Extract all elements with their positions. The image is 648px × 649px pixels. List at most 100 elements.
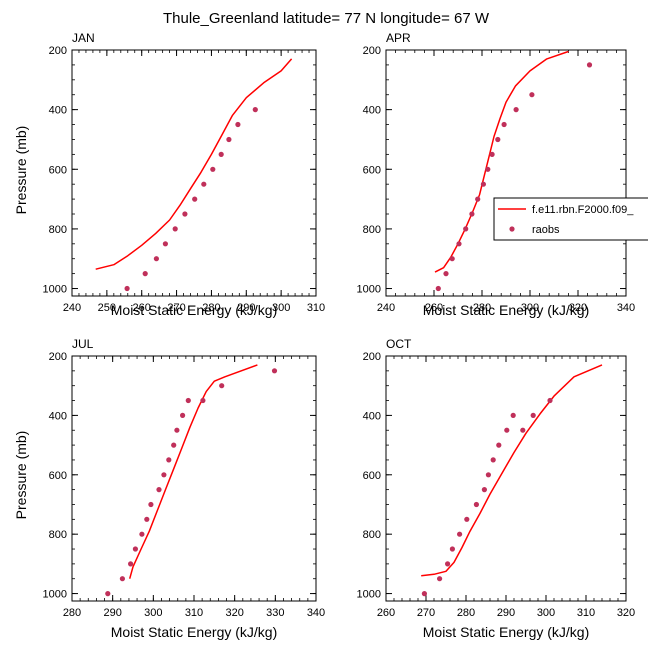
x-tick-label-jul: 310 (185, 607, 203, 619)
raobs-point-oct (530, 412, 536, 418)
legend: f.e11.rbn.F2000.f09_ raobs (493, 197, 648, 241)
legend-model-label: f.e11.rbn.F2000.f09_ (532, 204, 634, 216)
y-tick-label-oct: 400 (363, 410, 381, 422)
raobs-point-jul (148, 501, 154, 508)
y-tick-label-apr: 400 (363, 105, 381, 117)
x-axis-label-apr: Moist Static Energy (kJ/kg) (423, 302, 590, 318)
x-tick-label-apr: 300 (521, 302, 539, 314)
x-tick-label-oct: 300 (537, 607, 555, 619)
plot-frame-apr (385, 49, 627, 297)
legend-marker-swatch (509, 226, 515, 232)
panel-jan: JAN Moist Static Energy (kJ/kg) Pressure… (13, 31, 325, 318)
raobs-point-apr (456, 241, 462, 247)
raobs-point-jul (139, 531, 145, 537)
raobs-point-jan (172, 226, 178, 232)
x-tick-label-apr: 260 (425, 302, 443, 314)
panel-apr: APR Moist Static Energy (kJ/kg) 240 260 28… (357, 31, 636, 318)
raobs-point-jul (174, 427, 180, 433)
raobs-point-apr (495, 136, 501, 143)
raobs-point-apr (485, 166, 491, 172)
raobs-point-jul (185, 397, 191, 404)
x-tick-label-jul: 320 (225, 607, 243, 619)
panel-label-jul: JUL (72, 337, 94, 351)
raobs-point-jan (252, 107, 258, 113)
raobs-point-jan (162, 241, 168, 247)
raobs-point-jul (132, 546, 138, 552)
y-tick-label-apr: 600 (363, 164, 381, 176)
raobs-point-jan (182, 211, 188, 217)
raobs-point-apr (480, 181, 486, 187)
model-line-jul (128, 364, 258, 579)
x-tick-label-oct: 260 (377, 607, 395, 619)
x-tick-label-jul: 300 (144, 607, 162, 619)
raobs-point-oct (445, 561, 451, 567)
raobs-point-apr (469, 211, 475, 217)
raobs-point-jul (119, 576, 125, 582)
plot-frame-oct (385, 355, 627, 602)
panel-jul: JUL Moist Static Energy (kJ/kg) Pressure… (13, 337, 325, 640)
x-tick-label-jul: 340 (307, 607, 325, 619)
x-tick-label-apr: 320 (569, 302, 587, 314)
figure-title: Thule_Greenland latitude= 77 N longitude… (163, 10, 490, 27)
raobs-point-jan (153, 256, 159, 262)
x-tick-label-jul: 280 (63, 607, 81, 619)
raobs-point-oct (520, 427, 526, 433)
raobs-point-apr (449, 256, 455, 262)
raobs-point-jul (166, 457, 172, 463)
x-tick-label-jan: 280 (202, 302, 220, 314)
raobs-point-jan (142, 271, 148, 277)
model-line-jan (95, 58, 293, 270)
raobs-point-oct (473, 501, 479, 508)
x-tick-label-jan: 310 (307, 302, 325, 314)
x-axis-label-oct: Moist Static Energy (kJ/kg) (423, 624, 590, 640)
raobs-point-jul (200, 397, 206, 404)
raobs-point-oct (464, 516, 470, 522)
raobs-point-oct (421, 591, 427, 597)
y-axis-label-jan: Pressure (mb) (13, 126, 29, 215)
raobs-point-apr (513, 107, 519, 113)
x-tick-label-jan: 270 (167, 302, 185, 314)
y-tick-label-jan: 200 (49, 45, 67, 57)
raobs-point-oct (437, 576, 443, 582)
raobs-point-jul (219, 383, 225, 389)
raobs-point-jul (128, 561, 134, 567)
raobs-point-jul (105, 591, 111, 597)
y-tick-label-apr: 200 (363, 45, 381, 57)
raobs-point-jul (180, 412, 186, 418)
raobs-point-jan (201, 181, 207, 187)
model-line-apr (434, 50, 569, 273)
legend-obs-label: raobs (532, 224, 560, 236)
y-tick-label-jul: 1000 (43, 589, 67, 601)
x-tick-label-oct: 320 (617, 607, 635, 619)
y-tick-label-jan: 1000 (43, 284, 67, 296)
x-axis-label-jan: Moist Static Energy (kJ/kg) (111, 302, 278, 318)
panel-label-oct: OCT (386, 337, 412, 351)
raobs-point-oct (504, 427, 510, 433)
raobs-point-jul (271, 368, 278, 374)
x-tick-label-oct: 270 (417, 607, 435, 619)
y-tick-label-jan: 600 (49, 164, 67, 176)
x-tick-label-oct: 290 (497, 607, 515, 619)
raobs-point-oct (547, 397, 553, 404)
raobs-point-jul (144, 516, 150, 522)
y-tick-label-apr: 800 (363, 224, 381, 236)
panel-label-apr: APR (386, 31, 411, 45)
y-tick-label-apr: 1000 (357, 284, 381, 296)
raobs-point-oct (490, 457, 496, 463)
y-tick-label-jul: 400 (49, 410, 67, 422)
x-tick-label-jan: 260 (133, 302, 151, 314)
raobs-point-oct (481, 487, 487, 493)
x-tick-label-jan: 250 (98, 302, 116, 314)
raobs-point-apr (463, 226, 469, 232)
raobs-point-apr (529, 92, 535, 98)
raobs-point-apr (586, 62, 593, 68)
raobs-point-jan (235, 121, 241, 128)
x-tick-label-apr: 240 (377, 302, 395, 314)
y-tick-label-oct: 800 (363, 529, 381, 541)
x-tick-label-jul: 330 (266, 607, 284, 619)
raobs-point-jul (156, 487, 162, 493)
y-tick-label-jan: 800 (49, 224, 67, 236)
raobs-point-jan (210, 166, 216, 172)
x-tick-label-oct: 310 (577, 607, 595, 619)
